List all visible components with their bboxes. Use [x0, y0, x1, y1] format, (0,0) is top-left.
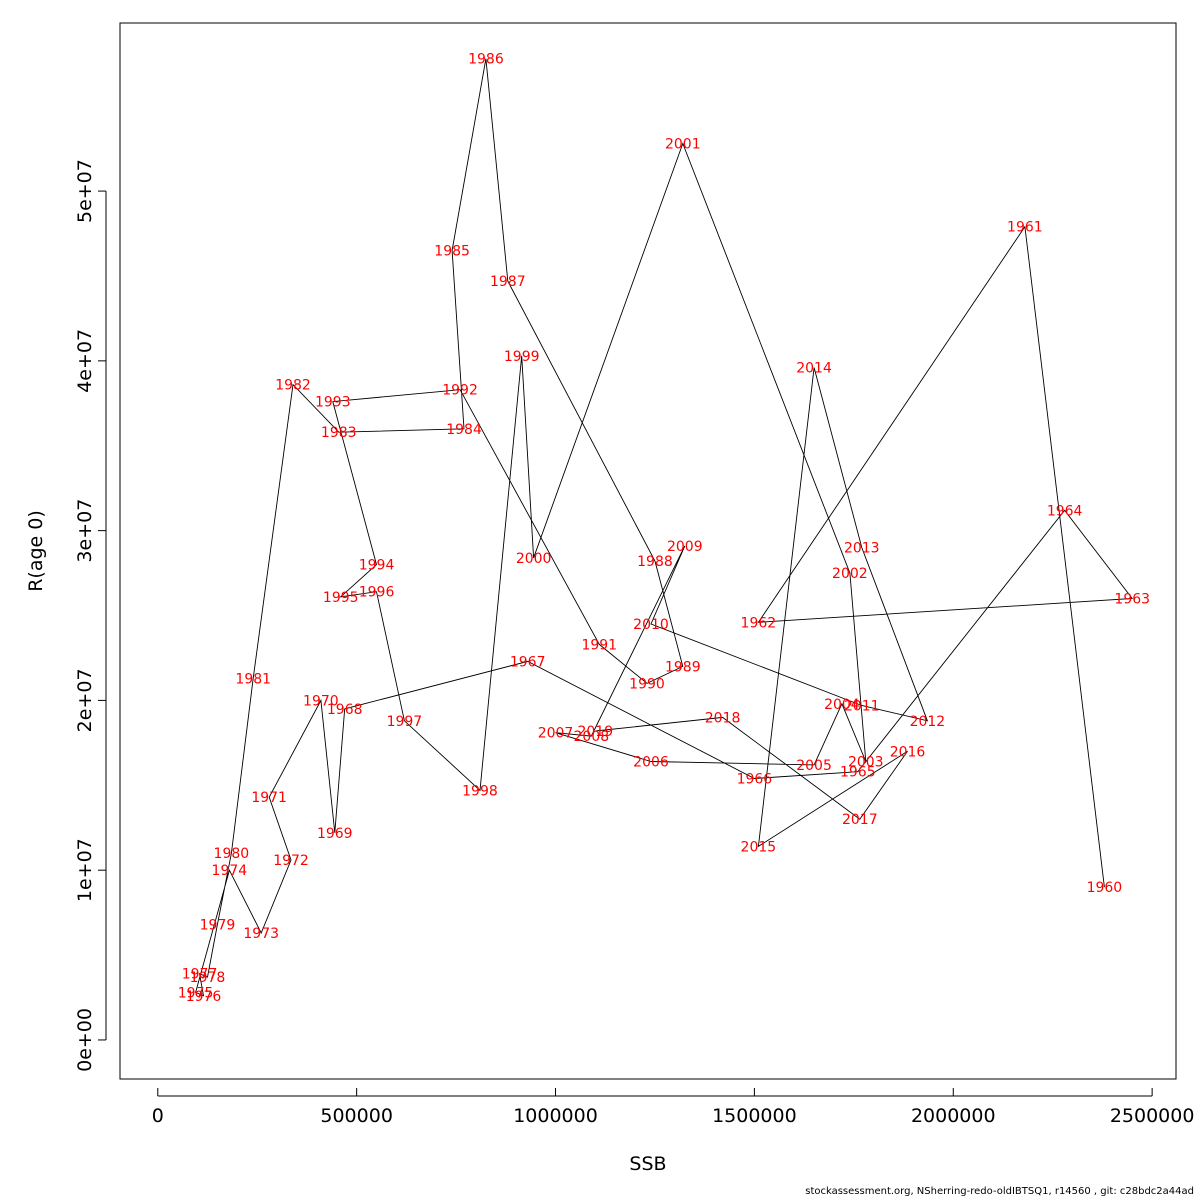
year-label: 1963 — [1114, 592, 1150, 608]
year-labels: 1960 1961 1962 1963 1964 1965 1966 1967 1968 1969… — [178, 52, 1150, 1005]
x-axis: 0 500000 1000000 1500000 2000000 2500000 — [152, 1088, 1195, 1127]
year-label: 2010 — [633, 617, 669, 633]
year-label: 1976 — [186, 989, 222, 1005]
year-label: 2015 — [741, 839, 777, 855]
y-axis-title: R(age 0) — [25, 510, 47, 592]
x-tick-label: 500000 — [320, 1105, 393, 1127]
x-tick-label: 1000000 — [513, 1105, 598, 1127]
year-label: 2011 — [844, 698, 880, 714]
year-label: 2009 — [667, 539, 703, 555]
y-tick-label: 1e+07 — [74, 838, 96, 902]
x-tick-label: 2500000 — [1110, 1105, 1195, 1127]
y-tick-label: 4e+07 — [74, 329, 96, 393]
year-label: 1964 — [1047, 503, 1083, 519]
year-label: 1967 — [510, 654, 546, 670]
year-label: 2004 — [824, 697, 860, 713]
year-label: 1997 — [387, 714, 423, 730]
year-label: 1987 — [490, 274, 526, 290]
year-label: 1995 — [323, 590, 359, 606]
year-label: 2016 — [890, 744, 926, 760]
year-label: 1962 — [741, 615, 777, 631]
year-label: 1981 — [235, 671, 271, 687]
year-label: 1985 — [434, 243, 470, 259]
x-tick-label: 1500000 — [712, 1105, 797, 1127]
year-label: 2017 — [842, 812, 878, 828]
year-label: 2005 — [796, 758, 832, 774]
year-label: 2013 — [844, 541, 880, 557]
year-label: 2002 — [832, 566, 868, 582]
year-label: 1979 — [200, 918, 236, 934]
year-label: 2018 — [705, 710, 741, 726]
y-tick-label: 2e+07 — [74, 668, 96, 732]
year-label: 2001 — [665, 137, 701, 153]
year-label: 1996 — [359, 585, 395, 601]
year-label: 1993 — [315, 395, 351, 411]
year-label: 1982 — [275, 378, 311, 394]
year-label: 2012 — [910, 714, 946, 730]
year-label: 1968 — [327, 702, 363, 718]
year-label: 1991 — [581, 637, 617, 653]
y-tick-label: 0e+00 — [74, 1008, 96, 1072]
year-label: 1994 — [359, 558, 395, 574]
x-tick-label: 0 — [152, 1105, 164, 1127]
year-label: 2008 — [574, 729, 610, 745]
year-label: 1989 — [665, 659, 701, 675]
year-label: 2000 — [516, 551, 552, 567]
year-label: 1973 — [243, 926, 279, 942]
year-label: 1977 — [182, 967, 218, 983]
y-tick-label: 5e+07 — [74, 159, 96, 223]
year-label: 1984 — [446, 422, 482, 438]
year-label: 1974 — [212, 863, 248, 879]
year-label: 1961 — [1007, 220, 1043, 236]
year-label: 1990 — [629, 676, 665, 692]
year-label: 2006 — [633, 755, 669, 771]
year-label: 1999 — [504, 349, 540, 365]
year-label: 1983 — [321, 425, 357, 441]
y-axis: 0e+00 1e+07 2e+07 3e+07 4e+07 5e+07 — [74, 159, 107, 1072]
y-tick-label: 3e+07 — [74, 499, 96, 563]
year-label: 1988 — [637, 554, 673, 570]
year-label: 2014 — [796, 361, 832, 377]
year-label: 1972 — [273, 853, 309, 869]
footer-note: stockassessment.org, NSherring-redo-oldI… — [805, 1186, 1194, 1197]
year-label: 1969 — [317, 826, 353, 842]
year-label: 1960 — [1087, 880, 1123, 896]
year-label: 2019 — [577, 724, 613, 740]
year-label: 2003 — [848, 755, 884, 771]
x-axis-title: SSB — [629, 1153, 666, 1175]
plot-frame — [119, 22, 1177, 1080]
year-label: 1971 — [251, 790, 287, 806]
year-label: 1965 — [840, 765, 876, 781]
year-label: 1992 — [442, 383, 478, 399]
year-label: 1975 — [178, 985, 214, 1001]
x-tick-label: 2000000 — [911, 1105, 996, 1127]
year-label: 1966 — [737, 771, 773, 787]
year-label: 1970 — [303, 693, 339, 709]
year-label: 1998 — [462, 783, 498, 799]
year-label: 1980 — [214, 846, 250, 862]
sr-trajectory-line — [195, 58, 1134, 997]
year-label: 1978 — [190, 970, 226, 986]
year-label: 2007 — [538, 726, 574, 742]
year-label: 1986 — [468, 52, 504, 68]
